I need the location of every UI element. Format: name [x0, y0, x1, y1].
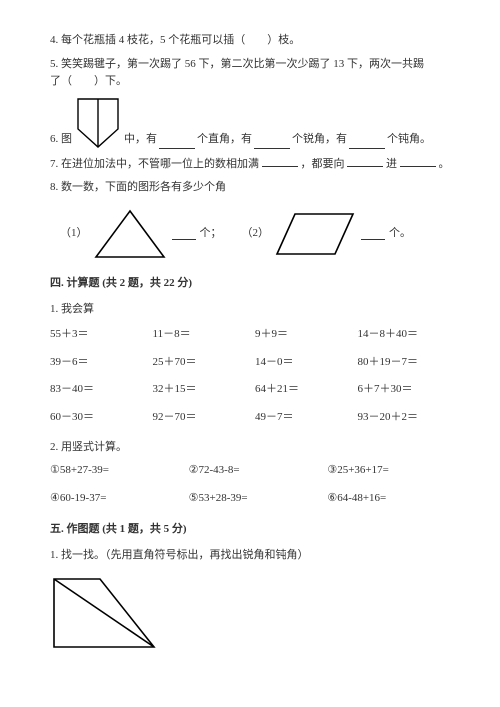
q7-b: ，都要向: [301, 158, 345, 170]
q7-d: 。: [439, 158, 450, 170]
q6-blank-1[interactable]: [159, 137, 195, 149]
q6-mid3: 个锐角，有: [292, 131, 347, 149]
calc-cell: 9＋9＝: [255, 326, 348, 344]
question-7: 7. 在进位加法中，不管哪一位上的数相加满 ，都要向 进 。: [50, 155, 450, 174]
section-5-title: 五. 作图题 (共 1 题，共 5 分): [50, 521, 450, 539]
question-8: 8. 数一数，下面的图形各有多少个角: [50, 179, 450, 197]
shape1-prefix: （1）: [60, 225, 88, 243]
calc-cell: 55＋3＝: [50, 326, 143, 344]
calc-cell: 92－70＝: [153, 409, 246, 427]
q6-mid2: 个直角，有: [197, 131, 252, 149]
q8-text: 8. 数一数，下面的图形各有多少个角: [50, 181, 226, 193]
triangle-figure: [92, 207, 168, 261]
shape-group-2: （2） 个。: [242, 210, 412, 258]
calc-cell: 93－20＋2＝: [358, 409, 451, 427]
q5-line1: 5. 笑笑踢毽子，第一次踢了 56 下，第二次比第一次少踢了 13 下，两次一共…: [50, 58, 424, 70]
q5-line2: 了（ ）下。: [50, 75, 127, 87]
vert-cell: ④60-19-37=: [50, 490, 173, 508]
q6-mid1: 中，有: [124, 131, 157, 149]
shape1-blank[interactable]: [172, 228, 196, 240]
q7-a: 7. 在进位加法中，不管哪一位上的数相加满: [50, 158, 259, 170]
pentagon-figure: [76, 97, 120, 149]
q7-blank-3[interactable]: [400, 155, 436, 167]
quad-figure-wrap: [50, 575, 450, 651]
section-5-q1: 1. 找一找。（先用直角符号标出，再找出锐角和钝角）: [50, 547, 450, 565]
shape2-prefix: （2）: [242, 225, 270, 243]
calc-cell: 32＋15＝: [153, 381, 246, 399]
vert-cell: ⑥64-48+16=: [327, 490, 450, 508]
calc-cell: 14－0＝: [255, 354, 348, 372]
calc-cell: 25＋70＝: [153, 354, 246, 372]
q7-blank-1[interactable]: [262, 155, 298, 167]
question-4: 4. 每个花瓶插 4 枝花，5 个花瓶可以插（ ）枝。: [50, 32, 450, 50]
calc-cell: 49－7＝: [255, 409, 348, 427]
parallelogram-figure: [273, 210, 357, 258]
calc-grid: 55＋3＝ 11－8＝ 9＋9＝ 14－8＋40＝ 39－6＝ 25＋70＝ 1…: [50, 326, 450, 426]
vert-cell: ③25+36+17=: [327, 462, 450, 480]
q6-end: 个钝角。: [387, 131, 431, 149]
shape-group-1: （1） 个；: [60, 207, 222, 261]
q6-blank-3[interactable]: [349, 137, 385, 149]
vertical-calc-grid: ①58+27-39= ②72-43-8= ③25+36+17= ④60-19-3…: [50, 462, 450, 507]
section-4-q2: 2. 用竖式计算。: [50, 439, 450, 457]
calc-cell: 11－8＝: [153, 326, 246, 344]
vert-cell: ②72-43-8=: [189, 462, 312, 480]
q4-text: 4. 每个花瓶插 4 枝花，5 个花瓶可以插（ ）枝。: [50, 34, 300, 46]
shape2-blank[interactable]: [361, 228, 385, 240]
section-4-title: 四. 计算题 (共 2 题，共 22 分): [50, 275, 450, 293]
calc-cell: 83－40＝: [50, 381, 143, 399]
calc-cell: 60－30＝: [50, 409, 143, 427]
calc-cell: 64＋21＝: [255, 381, 348, 399]
trapezoid-figure: [50, 575, 160, 651]
shape1-suffix: 个；: [200, 225, 222, 243]
calc-cell: 14－8＋40＝: [358, 326, 451, 344]
calc-cell: 39－6＝: [50, 354, 143, 372]
q6-prefix: 6. 图: [50, 131, 72, 149]
vert-cell: ⑤53+28-39=: [189, 490, 312, 508]
section-4-q1: 1. 我会算: [50, 301, 450, 319]
calc-cell: 80＋19－7＝: [358, 354, 451, 372]
q7-c: 进: [386, 158, 397, 170]
question-5: 5. 笑笑踢毽子，第一次踢了 56 下，第二次比第一次少踢了 13 下，两次一共…: [50, 56, 450, 91]
vert-cell: ①58+27-39=: [50, 462, 173, 480]
question-6: 6. 图 中，有 个直角，有 个锐角，有 个钝角。: [50, 97, 450, 149]
shapes-row: （1） 个； （2） 个。: [50, 207, 450, 261]
q6-blank-2[interactable]: [254, 137, 290, 149]
q7-blank-2[interactable]: [347, 155, 383, 167]
shape2-suffix: 个。: [389, 225, 411, 243]
calc-cell: 6＋7＋30＝: [358, 381, 451, 399]
